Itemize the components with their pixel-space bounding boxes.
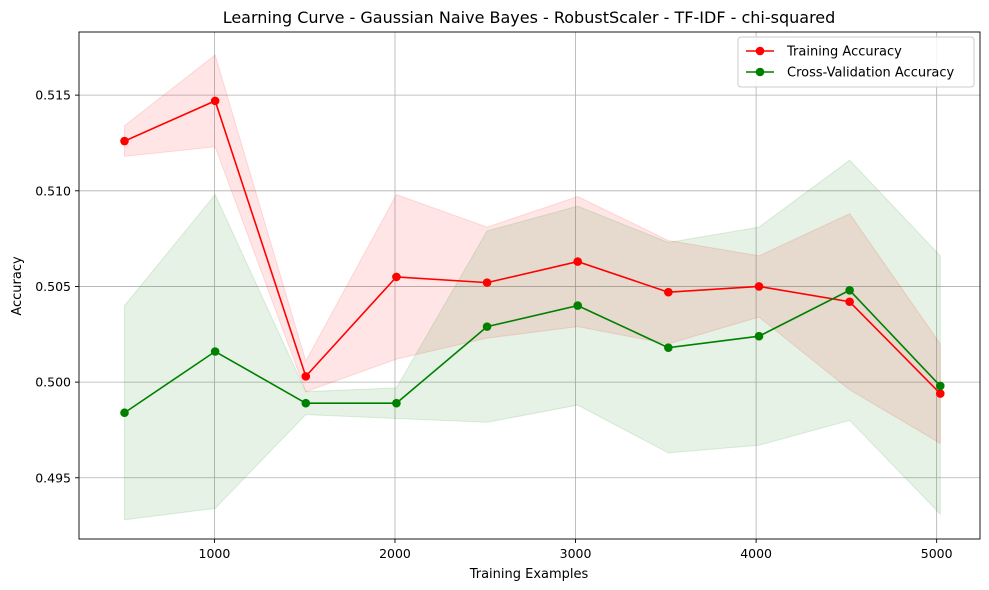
series-1-point-7 <box>754 331 764 341</box>
confidence-band-1 <box>124 159 941 521</box>
series-0-point-0 <box>120 136 129 146</box>
series-0-point-7 <box>754 282 764 291</box>
series-1-point-9 <box>935 381 945 391</box>
y-tick-label-0: 0.495 <box>35 470 71 485</box>
legend-box <box>737 36 975 88</box>
x-tick-label-4: 5000 <box>921 546 953 561</box>
y-axis-title: Accuracy <box>10 256 25 316</box>
y-tick-label-1: 0.500 <box>35 375 71 390</box>
series-1-point-4 <box>482 322 492 331</box>
legend-label-1: Cross-Validation Accuracy <box>787 66 955 81</box>
series-line-0 <box>124 99 941 395</box>
series-0-point-8 <box>845 297 854 307</box>
series-1-point-2 <box>301 398 311 408</box>
x-tick-label-0: 1000 <box>199 546 231 561</box>
plot-area: 1000 2000 3000 4000 5000 0.495 0.500 0.505 0.510… <box>35 31 981 561</box>
series-0-point-9 <box>935 389 945 398</box>
x-tick-label-3: 4000 <box>740 546 772 561</box>
legend-marker-0 <box>755 46 765 56</box>
y-tick-label-4: 0.515 <box>35 88 71 103</box>
series-0-point-2 <box>301 372 311 381</box>
series-1-point-0 <box>120 408 129 418</box>
x-axis-title: Training Examples <box>469 567 589 582</box>
series-0-point-4 <box>482 278 492 287</box>
series-1-point-6 <box>664 343 673 352</box>
y-tick-label-3: 0.510 <box>35 183 71 198</box>
x-tick-label-1: 2000 <box>379 546 411 561</box>
chart-title: Learning Curve - Gaussian Naive Bayes - … <box>223 8 836 27</box>
series-0-point-1 <box>210 96 220 106</box>
series-line-1 <box>124 289 941 414</box>
series-0-point-3 <box>392 272 401 282</box>
plot-frame <box>78 31 981 540</box>
confidence-band-0 <box>124 54 941 445</box>
series-1-point-3 <box>392 398 401 408</box>
legend: Training Accuracy Cross-Validation Accura… <box>737 36 975 88</box>
x-tick-label-2: 3000 <box>560 546 592 561</box>
y-tick-label-2: 0.505 <box>35 279 71 294</box>
series-1-point-8 <box>845 285 854 295</box>
series-0-point-5 <box>573 257 583 266</box>
series-0-point-6 <box>664 287 673 297</box>
legend-marker-1 <box>755 67 765 77</box>
series-1-point-5 <box>573 301 583 310</box>
legend-label-0: Training Accuracy <box>786 45 902 60</box>
series-1-point-1 <box>210 347 220 356</box>
